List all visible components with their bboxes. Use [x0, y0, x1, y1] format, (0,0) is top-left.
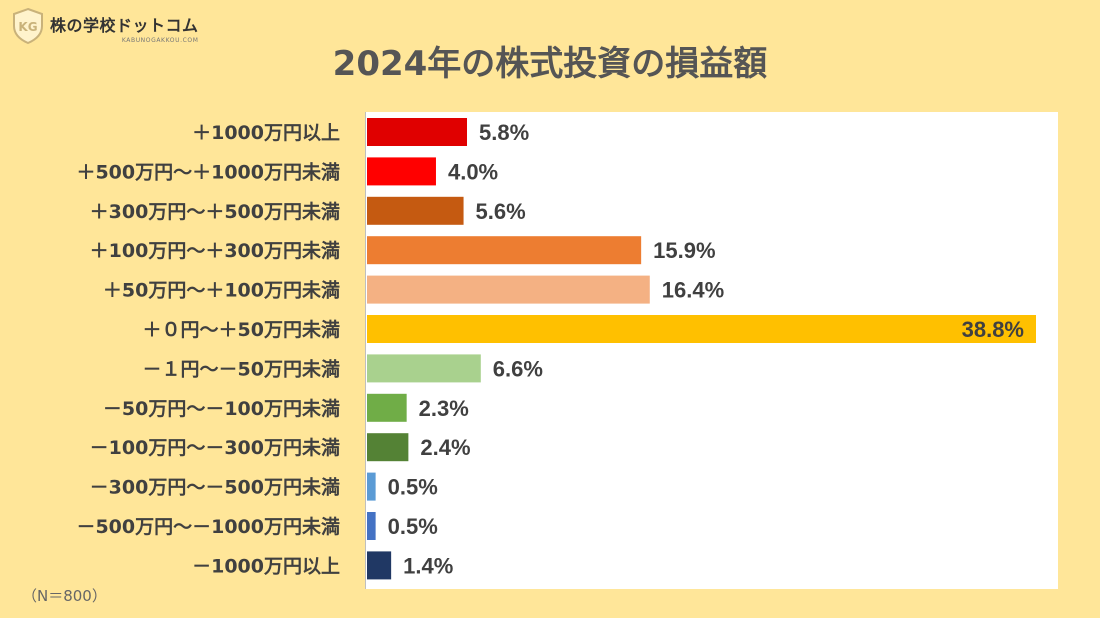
data-label: 2.3%: [419, 396, 469, 421]
data-label: 2.4%: [420, 435, 470, 460]
data-label: 5.6%: [476, 199, 526, 224]
data-label: 5.8%: [479, 120, 529, 145]
data-label: 1.4%: [403, 553, 453, 578]
data-label: 4.0%: [448, 159, 498, 184]
category-label: －300万円～－500万円未満: [90, 476, 340, 499]
category-label: ＋500万円～＋1000万円未満: [76, 160, 340, 183]
category-label: －500万円～－1000万円未満: [76, 515, 340, 538]
data-label: 38.8%: [962, 317, 1024, 342]
bar: [367, 433, 409, 462]
category-label: ＋300万円～＋500万円未満: [90, 200, 340, 223]
category-label: －1000万円以上: [192, 555, 340, 577]
data-label: 0.5%: [388, 514, 438, 539]
data-label: 6.6%: [493, 356, 543, 381]
sample-size-note: （N＝800）: [22, 587, 107, 605]
logo-subtitle: KABUNOGAKKOU.COM: [121, 37, 199, 44]
category-label: ＋50万円～＋100万円未満: [103, 279, 340, 302]
chart-title: 2024年の株式投資の損益額: [332, 44, 768, 84]
bar: [367, 196, 464, 225]
bar: [367, 551, 392, 580]
site-logo: KG 株の学校ドットコム KABUNOGAKKOU.COM: [8, 6, 199, 46]
category-label: ＋1000万円以上: [192, 122, 340, 144]
logo-name: 株の学校ドットコム: [50, 16, 199, 35]
data-label: 15.9%: [653, 238, 715, 263]
bar: [367, 472, 376, 501]
bar: [367, 157, 436, 186]
svg-text:KG: KG: [18, 20, 37, 34]
category-label: －50万円～－100万円未満: [103, 397, 340, 420]
bar: [367, 315, 1036, 343]
bar: [367, 512, 376, 540]
category-label: ＋100万円～＋300万円未満: [90, 239, 340, 262]
data-label: 16.4%: [662, 278, 724, 303]
bar: [367, 393, 407, 422]
bar: [367, 118, 468, 146]
category-label: ＋０円～＋50万円未満: [143, 318, 340, 341]
category-label: －100万円～－300万円未満: [90, 436, 340, 459]
bar: [367, 275, 650, 304]
category-label: －１円～－50万円未満: [143, 357, 340, 380]
shield-logo-icon: KG: [13, 7, 43, 45]
bar: [367, 354, 481, 383]
data-label: 0.5%: [388, 475, 438, 500]
bar: [367, 236, 642, 265]
plot-area: [365, 112, 1058, 589]
